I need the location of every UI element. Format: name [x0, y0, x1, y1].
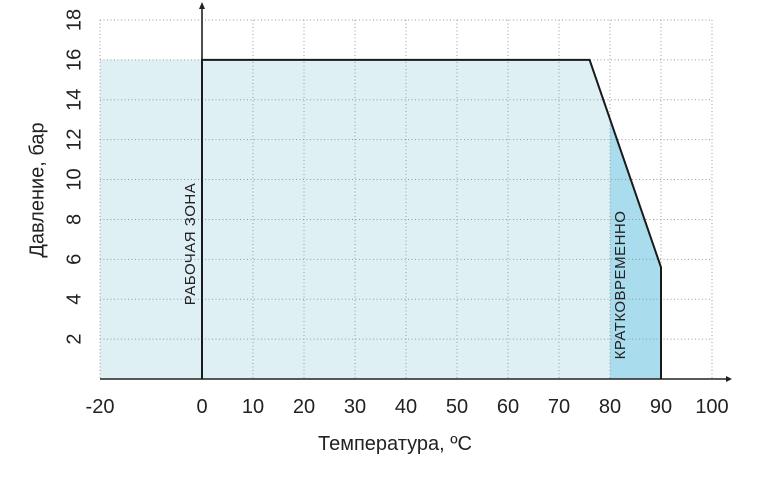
envelope-line — [201, 58, 662, 379]
x-tick-label: 70 — [548, 396, 570, 418]
x-tick-label: 0 — [196, 396, 207, 418]
y-tick-label: 16 — [63, 49, 85, 71]
x-tick-label: -20 — [86, 396, 115, 418]
y-tick-label: 10 — [63, 168, 85, 190]
x-tick-label: 30 — [344, 396, 366, 418]
tick-labels: -20 0 10 20 30 40 50 60 70 80 90 100 2 4 6 8 10 12 14 16 18 — [63, 9, 728, 418]
short-term-zone-label: КРАТКОВРЕМЕННО — [612, 211, 629, 360]
y-tick-label: 12 — [63, 129, 85, 151]
y-axis-arrow — [199, 2, 205, 9]
y-axis-title: Давление, бар — [26, 122, 48, 257]
y-tick-label: 14 — [63, 89, 85, 111]
working-zone-label: РАБОЧАЯ ЗОНА — [182, 183, 199, 305]
y-tick-label: 18 — [63, 9, 85, 31]
x-tick-label: 10 — [242, 396, 264, 418]
x-tick-label: 100 — [695, 396, 728, 418]
x-tick-label: 80 — [599, 396, 621, 418]
x-tick-label: 40 — [395, 396, 417, 418]
zone-labels: РАБОЧАЯ ЗОНА КРАТКОВРЕМЕННО — [182, 183, 629, 360]
x-tick-label: 60 — [497, 396, 519, 418]
envelope — [201, 58, 662, 379]
y-tick-label: 8 — [63, 214, 85, 225]
x-axis-title: Температура, ºС — [318, 433, 472, 455]
x-tick-label: 20 — [293, 396, 315, 418]
x-tick-label: 50 — [446, 396, 468, 418]
short-term-zone-area — [610, 119, 661, 380]
y-tick-label: 2 — [63, 334, 85, 345]
x-tick-label: 90 — [650, 396, 672, 418]
y-tick-label: 4 — [63, 294, 85, 305]
y-tick-label: 6 — [63, 254, 85, 265]
x-axis-arrow — [726, 376, 732, 382]
